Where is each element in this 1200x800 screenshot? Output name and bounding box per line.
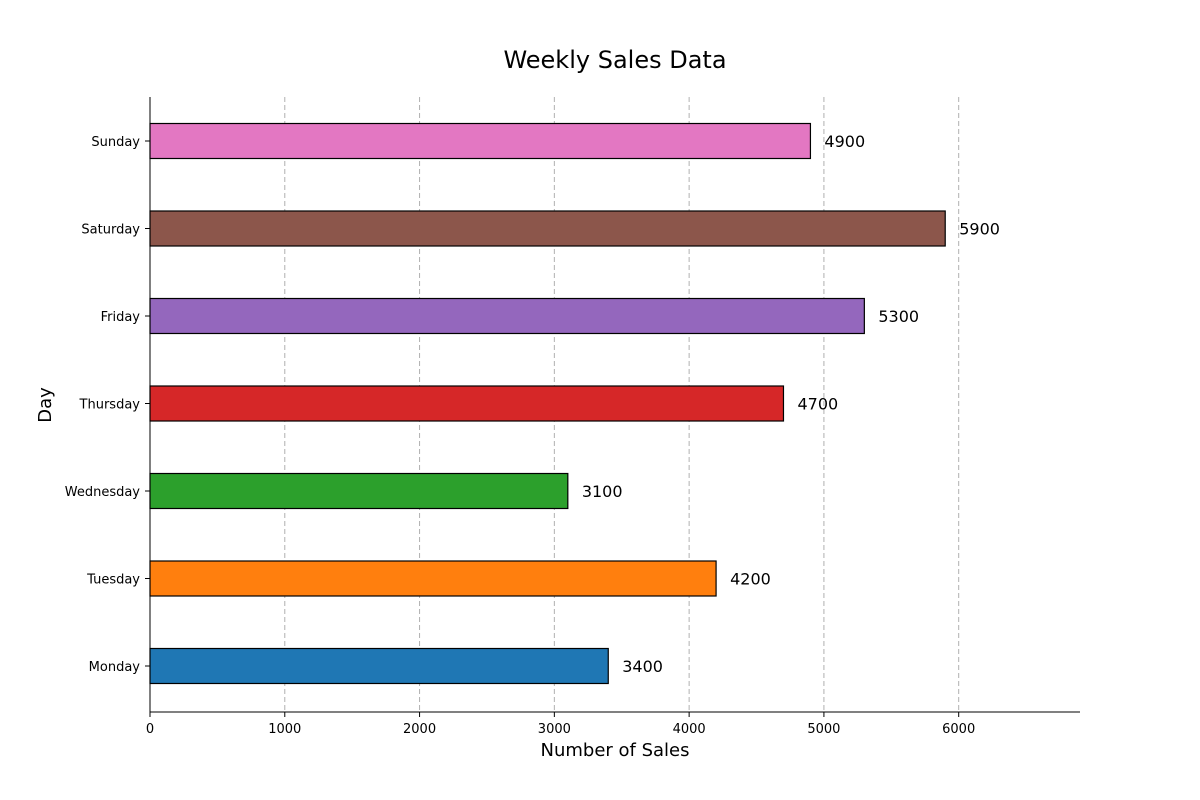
axes	[145, 97, 1080, 717]
y-tick-label-tuesday: Tuesday	[86, 573, 140, 588]
bar-saturday	[149, 210, 946, 247]
y-tick-label-friday: Friday	[101, 310, 141, 325]
bar-tuesday	[149, 560, 717, 597]
y-tick-label-monday: Monday	[89, 660, 141, 675]
value-label-friday: 5300	[878, 307, 919, 326]
value-label-tuesday: 4200	[730, 570, 771, 589]
y-tick-label-wednesday: Wednesday	[65, 485, 141, 500]
value-label-thursday: 4700	[797, 395, 838, 414]
bar-thursday	[149, 385, 785, 422]
bar-friday	[149, 297, 865, 335]
value-label-saturday: 5900	[959, 220, 1000, 239]
bar-monday	[149, 647, 609, 685]
y-axis-label: Day	[35, 387, 56, 423]
x-tick-label-1000: 1000	[268, 722, 301, 737]
x-tick-label-4000: 4000	[673, 722, 706, 737]
y-tick-label-sunday: Sunday	[91, 135, 140, 150]
bars	[149, 122, 946, 685]
x-axis-label: Number of Sales	[540, 740, 689, 761]
bar-sunday	[149, 122, 812, 160]
x-tick-label-6000: 6000	[942, 722, 975, 737]
value-label-monday: 3400	[622, 657, 663, 676]
value-label-sunday: 4900	[824, 132, 865, 151]
x-tick-label-5000: 5000	[807, 722, 840, 737]
value-label-wednesday: 3100	[582, 482, 623, 501]
chart-title: Weekly Sales Data	[503, 46, 726, 74]
x-tick-label-2000: 2000	[403, 722, 436, 737]
y-tick-label-saturday: Saturday	[81, 223, 140, 238]
x-tick-label-3000: 3000	[538, 722, 571, 737]
x-tick-label-0: 0	[146, 722, 154, 737]
y-tick-label-thursday: Thursday	[79, 398, 141, 413]
bar-wednesday	[149, 472, 569, 510]
tick-and-value-labels: 3400 Monday 4200 Tuesday 3100 Wednesday 4700 Th…	[65, 132, 1000, 737]
